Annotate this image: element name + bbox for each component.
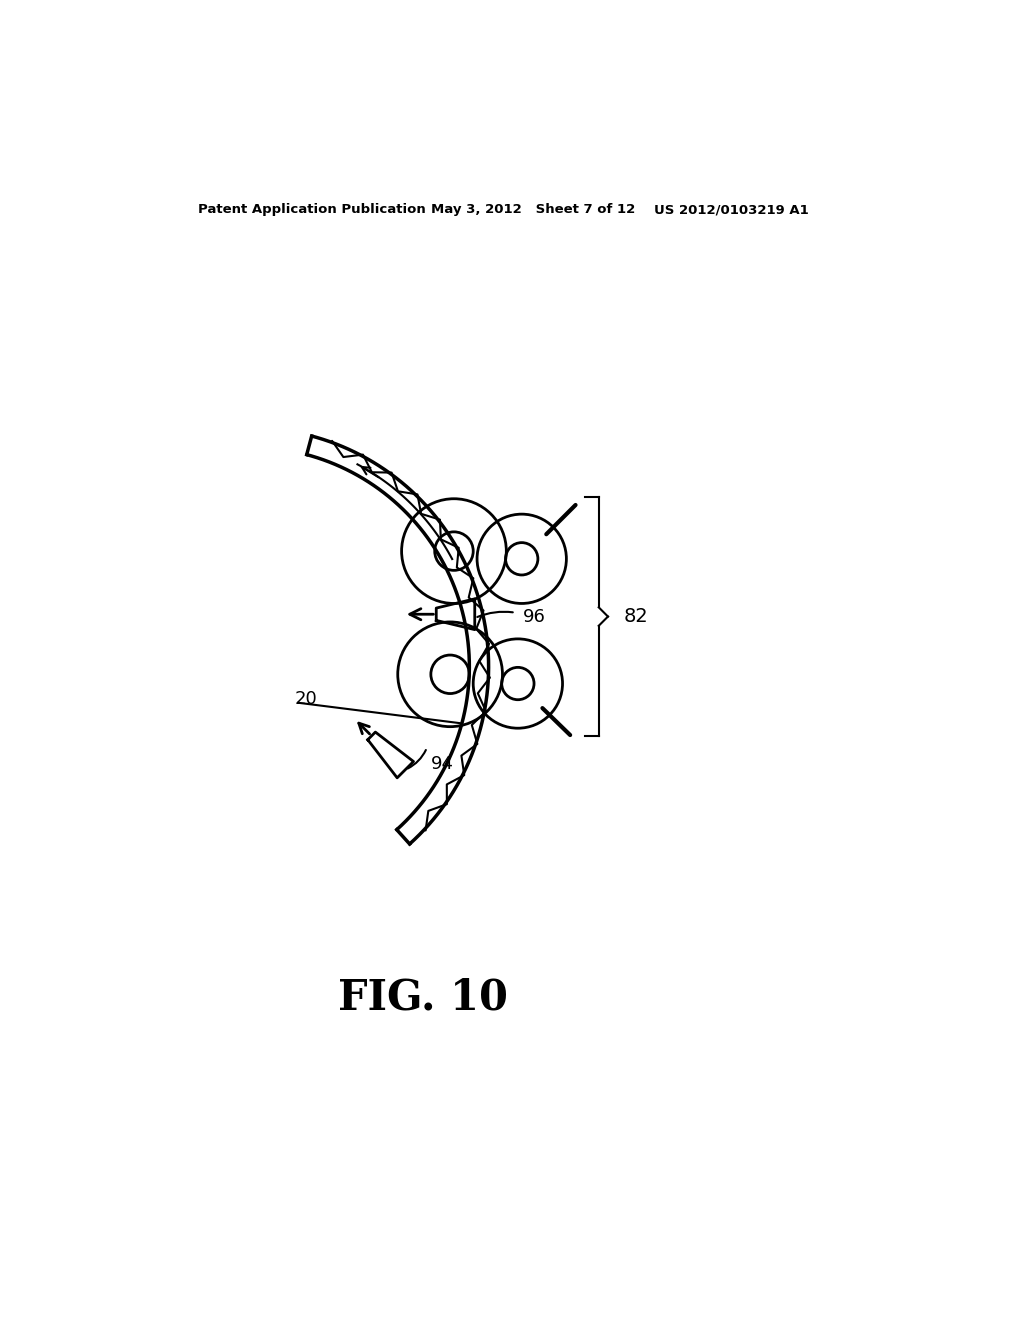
Text: 20: 20: [295, 690, 317, 708]
Text: 94: 94: [431, 755, 454, 774]
Text: US 2012/0103219 A1: US 2012/0103219 A1: [654, 203, 809, 216]
Text: FIG. 10: FIG. 10: [338, 977, 508, 1019]
Text: Patent Application Publication: Patent Application Publication: [199, 203, 426, 216]
Text: 96: 96: [523, 607, 546, 626]
Text: May 3, 2012   Sheet 7 of 12: May 3, 2012 Sheet 7 of 12: [431, 203, 635, 216]
Text: 82: 82: [624, 607, 648, 626]
